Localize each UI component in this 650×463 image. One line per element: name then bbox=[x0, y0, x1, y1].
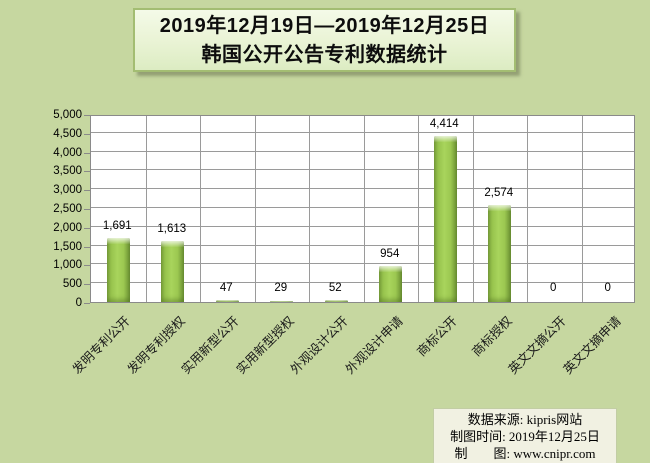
chart-title-box: 2019年12月19日—2019年12月25日 韩国公开公告专利数据统计 bbox=[133, 8, 516, 72]
vertical-gridline bbox=[527, 116, 528, 302]
bar-value-label: 0 bbox=[550, 282, 557, 294]
horizontal-gridline bbox=[91, 207, 634, 208]
x-axis-category-label: 实用新型公开 bbox=[179, 313, 242, 377]
vertical-gridline bbox=[309, 116, 310, 302]
vertical-gridline bbox=[581, 116, 583, 302]
bar bbox=[324, 300, 348, 302]
bar-value-label: 1,691 bbox=[102, 220, 132, 233]
y-axis-tick-mark bbox=[84, 133, 90, 135]
x-axis-category-label: 发明专利授权 bbox=[124, 313, 188, 377]
bar bbox=[488, 205, 512, 302]
bar bbox=[433, 136, 457, 302]
y-axis-tick-mark bbox=[84, 115, 90, 116]
y-axis-tick-label: 5,000 bbox=[53, 109, 82, 121]
y-axis-tick-mark bbox=[84, 284, 90, 286]
bar-value-label: 47 bbox=[219, 282, 233, 294]
bar bbox=[215, 300, 239, 302]
chart-title-line-1: 2019年12月19日—2019年12月25日 bbox=[159, 15, 490, 37]
y-axis-tick-mark bbox=[84, 303, 90, 304]
horizontal-gridline bbox=[91, 131, 634, 133]
y-axis-tick-label: 1,000 bbox=[53, 259, 82, 272]
bar bbox=[161, 241, 185, 302]
x-axis-category-label: 外观设计申请 bbox=[342, 313, 406, 377]
bar-value-label: 954 bbox=[380, 248, 400, 261]
y-axis-tick-label: 3,500 bbox=[53, 165, 82, 178]
y-axis-tick-label: 4,000 bbox=[53, 146, 82, 159]
bar-value-label: 1,613 bbox=[157, 223, 187, 236]
horizontal-gridline bbox=[91, 263, 634, 265]
horizontal-gridline bbox=[91, 244, 634, 246]
bar bbox=[270, 300, 294, 302]
x-axis-category-label: 商标公开 bbox=[414, 313, 460, 360]
x-axis-category-label: 英文文摘申请 bbox=[560, 313, 624, 377]
y-axis-tick-label: 0 bbox=[75, 297, 82, 309]
y-axis-tick-label: 2,500 bbox=[53, 203, 82, 215]
y-axis-tick-label: 500 bbox=[62, 278, 82, 291]
y-axis-tick-mark bbox=[84, 190, 90, 192]
vertical-gridline bbox=[145, 116, 147, 302]
vertical-gridline bbox=[418, 116, 419, 302]
bar bbox=[106, 238, 130, 302]
x-axis-category-label: 商标授权 bbox=[469, 313, 515, 360]
horizontal-gridline bbox=[91, 282, 634, 284]
y-axis-tick-mark bbox=[84, 227, 90, 229]
y-axis-tick-mark bbox=[84, 171, 90, 173]
vertical-gridline bbox=[200, 116, 201, 302]
source-info-box: 数据来源: kipris网站 制图时间: 2019年12月25日 制 图: ww… bbox=[433, 408, 617, 463]
bar-value-label: 0 bbox=[604, 282, 611, 294]
data-source-line: 数据来源: kipris网站 bbox=[467, 412, 583, 427]
y-axis-tick-mark bbox=[84, 209, 90, 210]
horizontal-gridline bbox=[91, 169, 634, 171]
vertical-gridline bbox=[363, 116, 365, 302]
bar-value-label: 4,414 bbox=[429, 118, 459, 131]
plot-area bbox=[90, 115, 635, 303]
bar-value-label: 52 bbox=[328, 282, 342, 294]
chart-title-line-2: 韩国公开公告专利数据统计 bbox=[201, 44, 448, 66]
chart-date-line: 制图时间: 2019年12月25日 bbox=[450, 429, 600, 444]
y-axis-tick-label: 4,500 bbox=[53, 127, 82, 140]
y-axis-tick-label: 1,500 bbox=[53, 240, 82, 253]
bar-value-label: 29 bbox=[274, 282, 288, 294]
y-axis-tick-label: 2,000 bbox=[53, 221, 82, 234]
bar bbox=[379, 266, 403, 302]
horizontal-gridline bbox=[91, 188, 634, 190]
x-axis-category-label: 英文文摘公开 bbox=[506, 313, 569, 377]
bar-value-label: 2,574 bbox=[484, 187, 514, 200]
vertical-gridline bbox=[472, 116, 474, 302]
vertical-gridline bbox=[254, 116, 256, 302]
y-axis-tick-label: 3,000 bbox=[53, 184, 82, 197]
x-axis-category-label: 外观设计公开 bbox=[288, 313, 351, 377]
x-axis-category-label: 实用新型授权 bbox=[233, 313, 297, 377]
y-axis-tick-mark bbox=[84, 152, 90, 154]
y-axis-tick-mark bbox=[84, 246, 90, 248]
horizontal-gridline bbox=[91, 225, 634, 227]
x-axis-category-label: 发明专利公开 bbox=[70, 313, 133, 377]
horizontal-gridline bbox=[91, 150, 634, 152]
chart-author-line: 制 图: www.cnipr.com bbox=[454, 446, 596, 461]
y-axis-tick-mark bbox=[84, 265, 90, 267]
